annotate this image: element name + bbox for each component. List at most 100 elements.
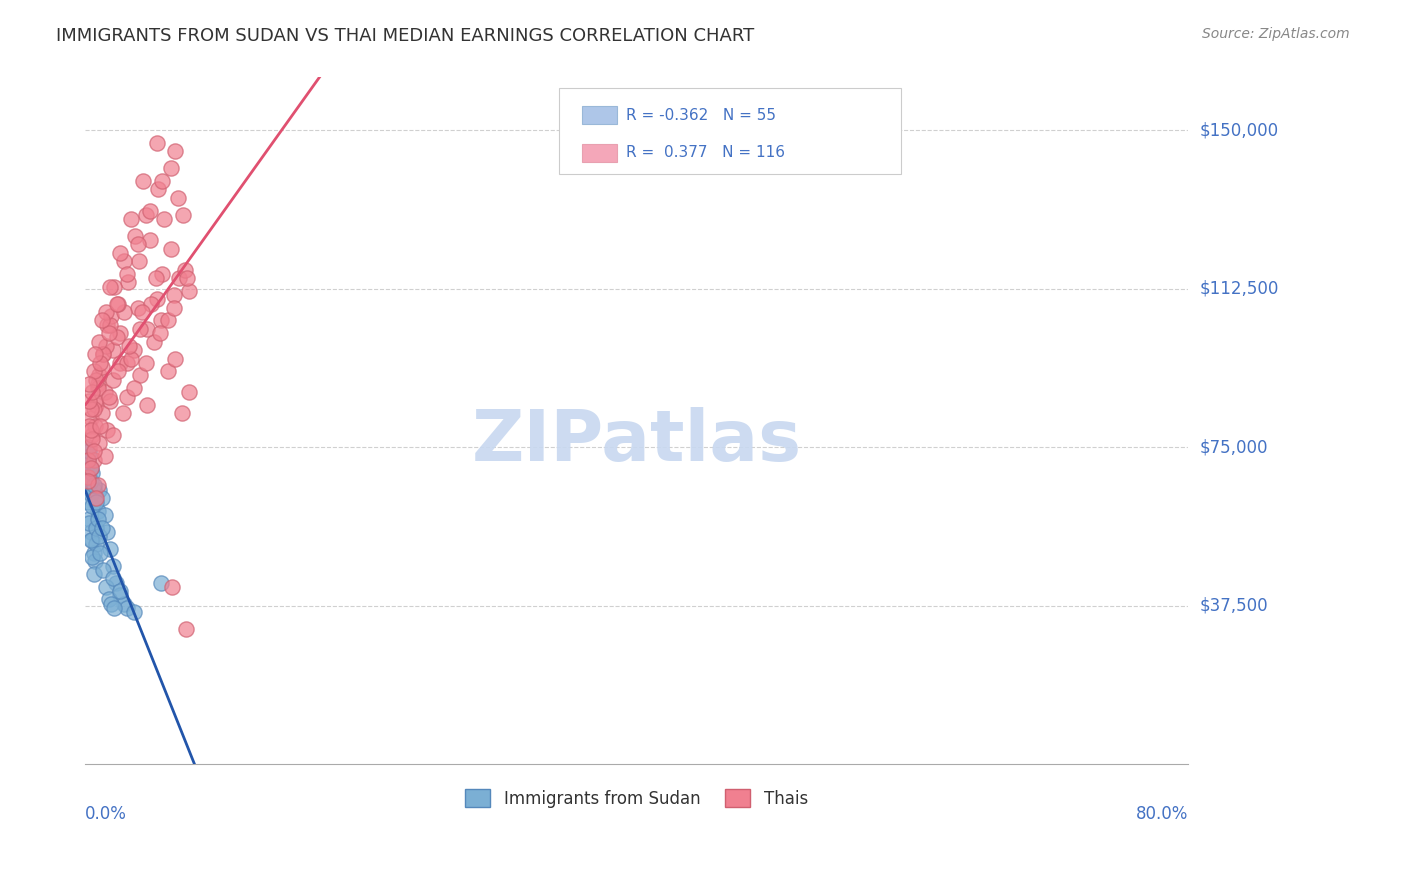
Point: [122, 381, 145, 395]
Point: [77, 457, 100, 471]
Point: [83, 546, 105, 560]
Point: [172, 208, 194, 222]
Point: [150, 575, 173, 590]
Point: [173, 262, 195, 277]
Point: [146, 136, 169, 150]
Point: [149, 326, 172, 340]
Bar: [582, 145, 617, 162]
Point: [79, 512, 101, 526]
Point: [98, 279, 121, 293]
Point: [148, 182, 170, 196]
Point: [77, 495, 100, 509]
Point: [76, 470, 98, 484]
Point: [129, 322, 152, 336]
Point: [86, 520, 108, 534]
Point: [84, 393, 107, 408]
Point: [96, 318, 118, 332]
Point: [80, 474, 103, 488]
Point: [83, 364, 105, 378]
Text: $75,000: $75,000: [1199, 438, 1268, 457]
Point: [94, 580, 117, 594]
Point: [143, 334, 166, 349]
Point: [93, 449, 115, 463]
Text: $112,500: $112,500: [1199, 280, 1278, 298]
Point: [86, 504, 108, 518]
Point: [122, 605, 145, 619]
Point: [83, 483, 105, 497]
Point: [84, 347, 107, 361]
Point: [139, 233, 162, 247]
Point: [122, 343, 145, 357]
Point: [94, 305, 117, 319]
Point: [98, 541, 121, 556]
Point: [82, 550, 104, 565]
Point: [90, 359, 112, 374]
Point: [141, 296, 163, 310]
Point: [80, 410, 103, 425]
Point: [79, 444, 101, 458]
Point: [86, 512, 108, 526]
Point: [97, 326, 120, 340]
Point: [86, 478, 108, 492]
Point: [103, 600, 125, 615]
Point: [93, 385, 115, 400]
Point: [100, 310, 122, 324]
Point: [83, 478, 105, 492]
Point: [97, 592, 120, 607]
Point: [77, 470, 100, 484]
Point: [167, 271, 190, 285]
Point: [105, 296, 128, 310]
Point: [96, 524, 118, 539]
Text: R =  0.377   N = 116: R = 0.377 N = 116: [626, 145, 785, 161]
Point: [79, 470, 101, 484]
Point: [108, 584, 131, 599]
Point: [132, 174, 155, 188]
Point: [156, 313, 179, 327]
Point: [76, 440, 98, 454]
Point: [80, 533, 103, 548]
Point: [77, 453, 100, 467]
Point: [86, 373, 108, 387]
Point: [105, 330, 128, 344]
Point: [120, 212, 142, 227]
Point: [86, 495, 108, 509]
Point: [79, 440, 101, 454]
Point: [128, 254, 150, 268]
Point: [77, 478, 100, 492]
Point: [115, 267, 138, 281]
Point: [104, 575, 127, 590]
Point: [90, 407, 112, 421]
Point: [152, 174, 174, 188]
Point: [89, 419, 111, 434]
Point: [166, 191, 188, 205]
Point: [91, 347, 114, 361]
Legend: Immigrants from Sudan, Thais: Immigrants from Sudan, Thais: [458, 783, 814, 814]
Point: [152, 267, 174, 281]
Point: [150, 313, 173, 327]
Point: [87, 368, 110, 383]
Point: [111, 407, 134, 421]
Text: 80.0%: 80.0%: [1136, 805, 1188, 823]
Point: [79, 516, 101, 531]
Point: [136, 398, 159, 412]
Point: [96, 423, 118, 437]
Point: [107, 364, 129, 378]
Point: [124, 229, 146, 244]
Point: [115, 356, 138, 370]
Point: [89, 356, 111, 370]
Point: [82, 466, 104, 480]
Point: [101, 558, 124, 573]
Point: [91, 563, 114, 577]
Text: 0.0%: 0.0%: [86, 805, 127, 823]
Point: [127, 301, 149, 315]
Point: [100, 597, 122, 611]
Point: [112, 305, 135, 319]
Text: IMMIGRANTS FROM SUDAN VS THAI MEDIAN EARNINGS CORRELATION CHART: IMMIGRANTS FROM SUDAN VS THAI MEDIAN EAR…: [56, 27, 755, 45]
Text: $150,000: $150,000: [1199, 121, 1278, 139]
Point: [159, 161, 181, 176]
Point: [160, 580, 183, 594]
Point: [87, 483, 110, 497]
Point: [90, 491, 112, 505]
Point: [80, 423, 103, 437]
Point: [76, 474, 98, 488]
